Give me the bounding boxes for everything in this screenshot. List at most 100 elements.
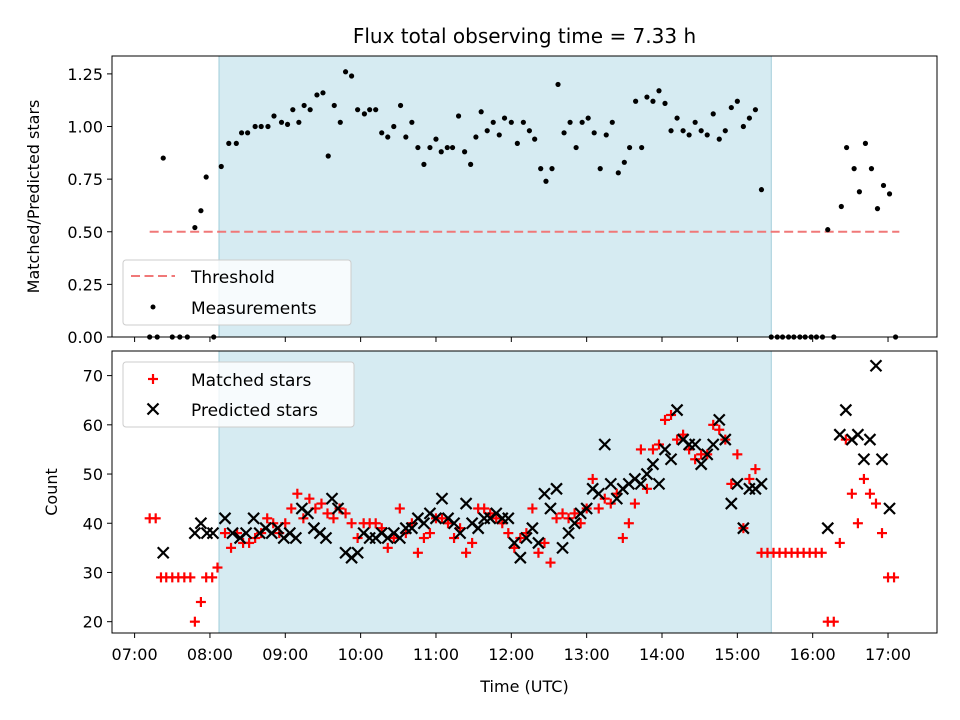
measurement-point	[740, 123, 746, 130]
predicted-star-point	[200, 526, 214, 540]
measurement-point	[591, 130, 597, 136]
matched-star-point	[617, 533, 628, 544]
bottom-x-ticks: 07:00 08:00 09:00 10:00 11:00 12:00 13:00 14:00…	[112, 633, 911, 664]
measurement-point	[874, 206, 881, 212]
matched-star-point	[207, 572, 218, 583]
matched-star-point	[732, 449, 743, 460]
matched-star-point	[545, 557, 556, 568]
legend-matched-label: Matched stars	[191, 371, 311, 391]
measurement-point	[734, 98, 740, 104]
predicted-star-point	[239, 526, 253, 540]
measurement-point	[579, 119, 585, 125]
matched-star-point	[629, 498, 640, 509]
measurement-point	[361, 111, 367, 117]
measurement-point	[501, 115, 508, 121]
measurement-point	[278, 119, 285, 125]
predicted-star-points	[156, 359, 896, 564]
measurement-point	[868, 166, 875, 172]
predicted-star-point	[271, 521, 285, 535]
x-tick-label: 09:00	[262, 645, 308, 664]
measurement-point	[549, 166, 555, 172]
measurement-point	[403, 134, 409, 140]
measurement-point	[514, 140, 520, 146]
predicted-star-point	[688, 438, 702, 451]
top-legend-box	[122, 259, 352, 326]
matched-star-point	[551, 513, 562, 524]
predicted-star-point	[447, 516, 461, 530]
measurement-point	[650, 98, 656, 104]
measurement-point	[484, 128, 490, 134]
matched-star-point	[150, 513, 161, 524]
matched-star-point	[262, 513, 273, 524]
measurement-point	[856, 189, 862, 195]
matched-star-point	[382, 542, 393, 553]
predicted-star-point	[857, 452, 871, 466]
measurement-point	[825, 227, 831, 233]
measurement-point	[698, 128, 704, 134]
measurement-point	[478, 109, 484, 115]
measurement-point	[192, 224, 198, 231]
predicted-star-point	[833, 428, 847, 441]
measurement-point	[373, 107, 379, 113]
matched-star-point	[226, 542, 237, 553]
predicted-star-point	[694, 457, 708, 471]
measurement-point	[468, 161, 474, 168]
matched-star-point	[185, 572, 196, 583]
measurement-point	[284, 121, 291, 128]
matched-star-point	[467, 537, 478, 548]
predicted-star-point	[598, 438, 612, 451]
matched-star-point	[889, 572, 900, 583]
predicted-star-point	[719, 433, 732, 446]
y-tick-label: 50	[83, 465, 103, 484]
matched-star-point	[834, 537, 845, 548]
x-tick-label: 12:00	[488, 645, 534, 664]
matched-star-point	[212, 562, 223, 573]
measurement-point	[710, 111, 716, 117]
bottom-panel: 20 30 40 50 60 70 07:00 08:00 09:00 10:00 11:00 12…	[42, 350, 938, 696]
predicted-star-point	[875, 452, 889, 466]
measurement-point	[397, 102, 404, 109]
predicted-star-point	[526, 521, 539, 535]
predicted-star-point	[544, 502, 557, 515]
matched-star-point	[328, 513, 339, 524]
predicted-star-point	[851, 428, 865, 441]
predicted-star-point	[532, 536, 545, 550]
measurement-point	[728, 104, 734, 111]
top-y-axis-label: Matched/Predicted stars	[24, 100, 43, 294]
measurement-point	[508, 119, 514, 125]
matched-star-point	[394, 503, 405, 514]
measurement-point	[203, 174, 209, 180]
predicted-star-point	[218, 512, 232, 525]
y-tick-label: 40	[83, 514, 103, 533]
matched-star-point	[370, 518, 381, 529]
measurement-point	[265, 123, 271, 130]
predicted-star-point	[580, 502, 593, 515]
measurement-point	[342, 69, 349, 75]
measurement-point	[838, 203, 844, 210]
predicted-star-point	[156, 546, 170, 560]
measurement-point	[758, 187, 765, 193]
measurement-point	[449, 144, 456, 151]
measurement-point	[543, 178, 549, 184]
measurement-point	[692, 119, 698, 125]
measurement-point	[573, 144, 579, 151]
measurement-point	[567, 119, 573, 125]
matched-star-point	[623, 518, 634, 529]
predicted-star-point	[325, 492, 339, 505]
predicted-star-point	[550, 482, 563, 496]
matched-star-point	[587, 473, 598, 484]
legend-x-marker	[146, 402, 160, 416]
top-x-ticks	[134, 337, 889, 342]
measurement-point	[245, 130, 251, 136]
measurement-point	[337, 119, 343, 125]
top-y-ticks: 0.00 0.25 0.50 0.75 1.00 1.25	[67, 65, 112, 347]
measurement-point	[385, 134, 391, 140]
predicted-star-point	[471, 521, 485, 535]
measurement-point	[314, 92, 320, 98]
matched-star-point	[846, 488, 857, 499]
matched-star-point	[660, 414, 671, 425]
measurement-point	[198, 208, 204, 214]
legend-threshold-label: Threshold	[190, 268, 275, 288]
measurement-point	[301, 102, 307, 109]
predicted-star-point	[429, 512, 443, 525]
